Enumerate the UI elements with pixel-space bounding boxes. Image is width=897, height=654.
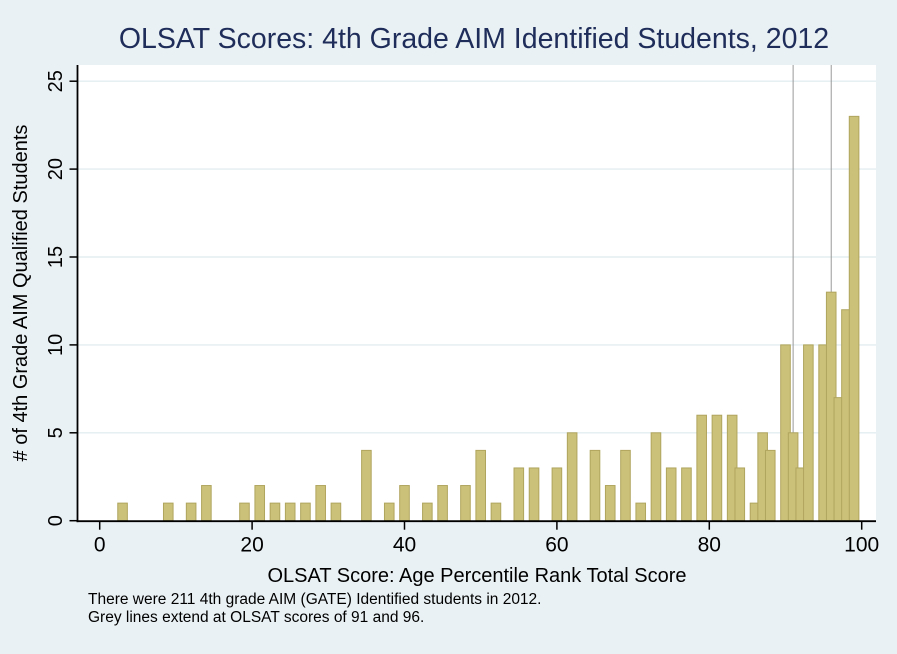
- bar: [620, 449, 631, 522]
- bar: [650, 432, 662, 522]
- y-tick-label-15: 15: [45, 246, 67, 268]
- x-tick-label-20: 20: [240, 534, 263, 557]
- bar: [460, 485, 471, 522]
- bar: [422, 502, 433, 522]
- bar: [803, 344, 814, 522]
- bar: [848, 115, 860, 522]
- x-axis: 0 20 40 60 80 100: [76, 520, 879, 557]
- bar: [681, 467, 692, 522]
- y-tick-label-0: 0: [45, 515, 67, 526]
- bar: [437, 485, 448, 522]
- plot-region: [77, 65, 876, 521]
- bar: [475, 449, 486, 522]
- bar: [635, 502, 647, 522]
- bar: [269, 502, 281, 522]
- x-tick-label-80: 80: [698, 534, 721, 557]
- bar: [604, 485, 616, 522]
- x-tick-label-0: 0: [94, 534, 106, 557]
- gridlines: [77, 80, 876, 434]
- bar: [300, 502, 311, 522]
- y-tick-label-25: 25: [45, 70, 67, 92]
- bar: [551, 467, 563, 522]
- bar: [734, 467, 746, 522]
- bar: [665, 467, 677, 522]
- chart-title: OLSAT Scores: 4th Grade AIM Identified S…: [119, 23, 829, 55]
- bar: [399, 485, 410, 522]
- bar: [528, 467, 540, 522]
- x-tick-label-100: 100: [844, 534, 879, 557]
- bar: [361, 449, 372, 522]
- x-tick-label-40: 40: [393, 534, 416, 557]
- y-axis: 0 5 10 15 20 25: [45, 65, 79, 526]
- note-line-1: There were 211 4th grade AIM (GATE) Iden…: [88, 591, 541, 608]
- y-axis-title: # of 4th Grade AIM Qualified Students: [10, 125, 32, 462]
- bar: [239, 502, 250, 522]
- y-tick-label-10: 10: [45, 334, 67, 356]
- bar: [201, 485, 212, 522]
- bar: [696, 414, 707, 522]
- bar: [185, 502, 197, 522]
- bar: [162, 502, 174, 522]
- y-tick-label-5: 5: [45, 427, 67, 438]
- bar: [711, 414, 723, 522]
- bar: [315, 485, 326, 522]
- bar: [330, 502, 342, 522]
- bar: [284, 502, 296, 522]
- x-tick-label-60: 60: [545, 534, 568, 557]
- bar: [117, 502, 128, 522]
- bar: [764, 449, 776, 522]
- y-tick-label-20: 20: [45, 158, 67, 180]
- bar: [383, 502, 395, 522]
- note-line-2: Grey lines extend at OLSAT scores of 91 …: [88, 609, 424, 626]
- bars: [117, 115, 860, 522]
- bar: [513, 467, 525, 522]
- bar: [566, 432, 578, 522]
- x-axis-title: OLSAT Score: Age Percentile Rank Total S…: [267, 565, 686, 587]
- bar: [589, 449, 601, 522]
- bar: [490, 502, 502, 522]
- bar: [254, 485, 266, 522]
